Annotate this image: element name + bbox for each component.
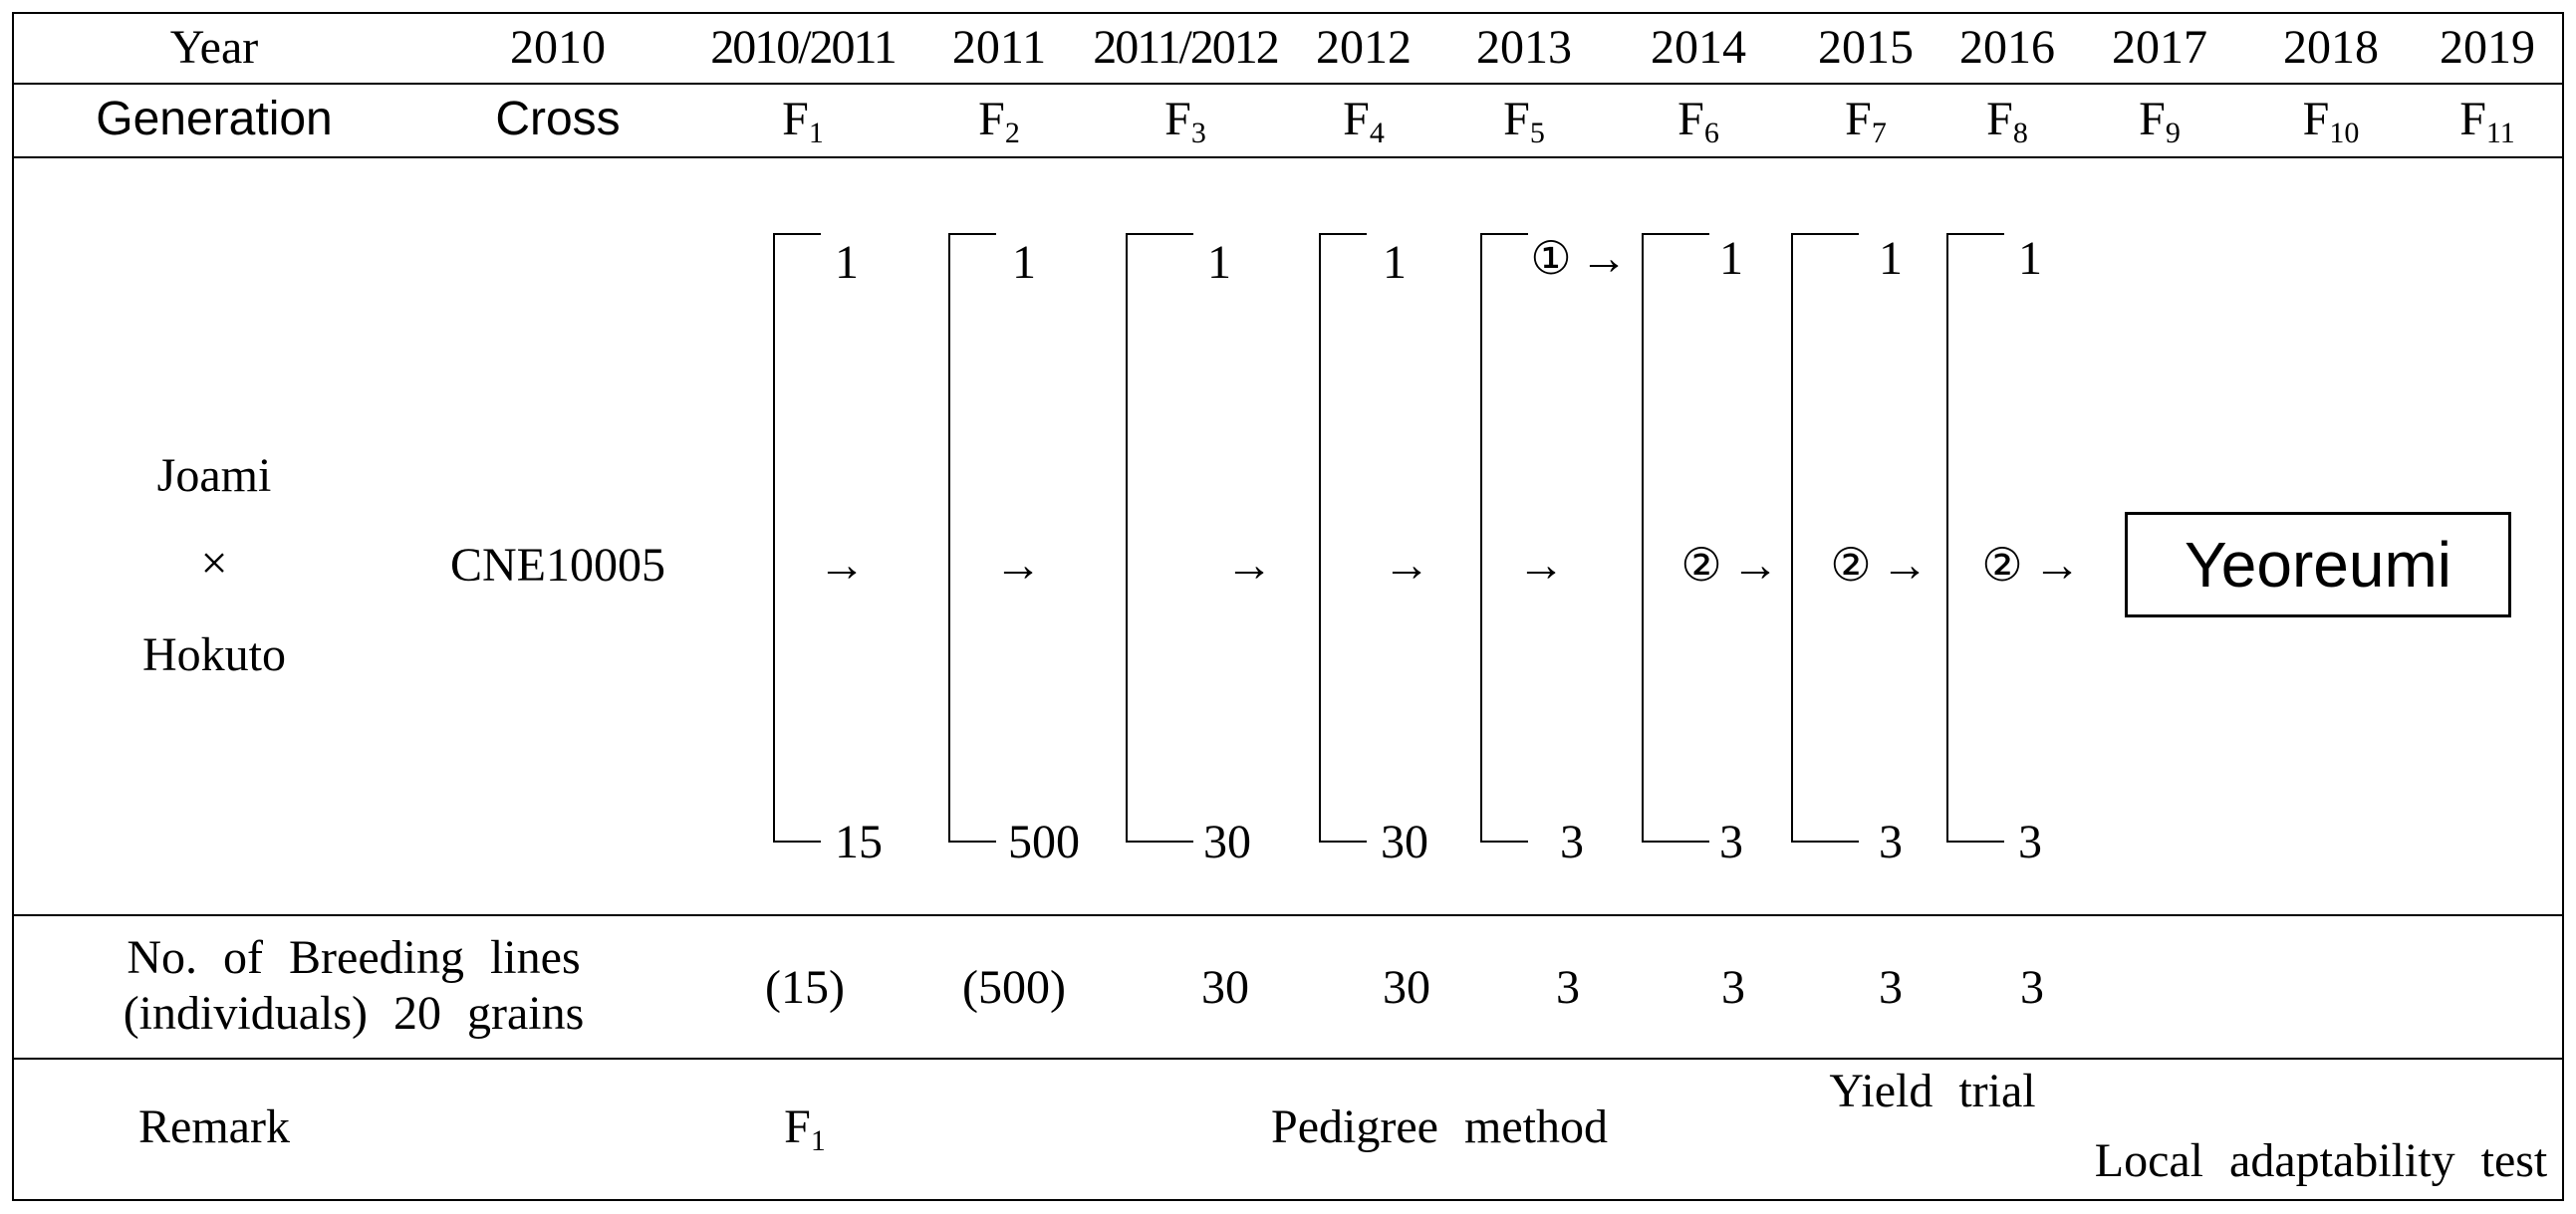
year-cell: 2013 [1476, 21, 1572, 74]
female-parent: Joami [156, 449, 272, 502]
breeding-lines-label: No. of Breeding lines [127, 931, 581, 984]
arrow-icon: → [994, 539, 1042, 592]
generation-cell: F6 [1677, 93, 1719, 149]
bracket-top-number: 1 [2018, 232, 2042, 285]
row-divider [12, 83, 2564, 85]
generation-cell: F3 [1164, 93, 1206, 149]
remark-yield-trial: Yield trial [1829, 1065, 2036, 1117]
year-cell: 2011 [951, 21, 1047, 74]
bracket-bottom-number: 500 [1008, 816, 1080, 868]
bracket-top-number: 1 [1879, 232, 1903, 285]
remark-pedigree-method: Pedigree method [1271, 1100, 1608, 1153]
generation-cell: F7 [1845, 93, 1887, 149]
breeding-lines-value: 3 [1556, 961, 1580, 1014]
remark-local-adaptability-test: Local adaptability test [2094, 1134, 2548, 1187]
arrow-icon: → [1225, 539, 1273, 592]
selection-bracket [948, 233, 996, 843]
generation-cell: F10 [2302, 93, 2360, 149]
selection-two-marker: ② [1830, 540, 1872, 591]
breeding-lines-value: (500) [962, 961, 1066, 1014]
bracket-bottom-number: 3 [1560, 816, 1584, 868]
selection-bracket [1319, 233, 1367, 843]
breeding-lines-value: 3 [1879, 961, 1903, 1014]
breeding-lines-value: 3 [2020, 961, 2044, 1014]
variety-name: Yeoreumi [2184, 529, 2452, 601]
cross-label: Cross [495, 93, 621, 145]
generation-cell: F9 [2139, 93, 2181, 149]
cross-name: CNE10005 [450, 539, 665, 592]
selection-one-marker: ① [1530, 233, 1572, 284]
breeding-lines-value: 30 [1201, 961, 1249, 1014]
year-cell: 2014 [1651, 21, 1746, 74]
generation-label: Generation [96, 93, 333, 145]
selection-two-marker: ② [1680, 540, 1722, 591]
year-cell: 2010/2011 [710, 21, 898, 74]
year-cell: 2019 [2440, 21, 2535, 74]
arrow-icon: → [2033, 539, 2081, 592]
bracket-top-number: 1 [835, 236, 859, 289]
generation-cell: F2 [978, 93, 1020, 149]
breeding-lines-label: (individuals) 20 grains [123, 987, 585, 1040]
breeding-lines-value: 3 [1721, 961, 1745, 1014]
arrow-icon: → [1383, 539, 1430, 592]
bracket-bottom-number: 15 [835, 816, 883, 868]
breeding-lines-value: (15) [765, 961, 845, 1014]
selection-bracket [1480, 233, 1528, 843]
selection-two-marker: ② [1981, 540, 2023, 591]
remark-label: Remark [138, 1100, 290, 1153]
male-parent: Hokuto [142, 628, 286, 681]
bracket-bottom-number: 3 [1719, 816, 1743, 868]
bracket-bottom-number: 30 [1381, 816, 1428, 868]
bracket-top-number: 1 [1383, 236, 1407, 289]
bracket-top-number: 1 [1719, 232, 1743, 285]
arrow-icon: → [1881, 539, 1929, 592]
arrow-icon: → [1731, 539, 1779, 592]
remark-f1: F1 [784, 1100, 826, 1157]
year-cell: 2010 [510, 21, 606, 74]
year-label: Year [169, 21, 259, 74]
row-divider [12, 914, 2564, 916]
arrow-icon: → [1517, 539, 1565, 592]
arrow-icon: → [1580, 232, 1628, 285]
bracket-bottom-number: 3 [2018, 816, 2042, 868]
generation-cell: F8 [1986, 93, 2028, 149]
year-cell: 2015 [1818, 21, 1914, 74]
row-divider [12, 1058, 2564, 1060]
year-cell: 2018 [2283, 21, 2379, 74]
variety-name-box: Yeoreumi [2125, 512, 2511, 617]
generation-cell: F1 [782, 93, 824, 149]
selection-bracket [773, 233, 821, 843]
diagram-border [12, 12, 2564, 1201]
year-cell: 2011/2012 [1093, 21, 1280, 74]
generation-cell: F11 [2459, 93, 2515, 149]
row-divider [12, 156, 2564, 158]
generation-cell: F5 [1503, 93, 1545, 149]
year-cell: 2016 [1959, 21, 2055, 74]
bracket-top-number: 1 [1207, 236, 1231, 289]
arrow-icon: → [818, 539, 866, 592]
bracket-bottom-number: 30 [1203, 816, 1251, 868]
bracket-top-number: 1 [1012, 236, 1036, 289]
year-cell: 2012 [1316, 21, 1412, 74]
cross-symbol: × [200, 537, 228, 590]
selection-bracket [1126, 233, 1193, 843]
breeding-lines-value: 30 [1383, 961, 1430, 1014]
selection-bracket [1946, 233, 2004, 843]
selection-bracket [1791, 233, 1859, 843]
year-cell: 2017 [2112, 21, 2207, 74]
generation-cell: F4 [1343, 93, 1385, 149]
bracket-bottom-number: 3 [1879, 816, 1903, 868]
selection-bracket [1642, 233, 1709, 843]
